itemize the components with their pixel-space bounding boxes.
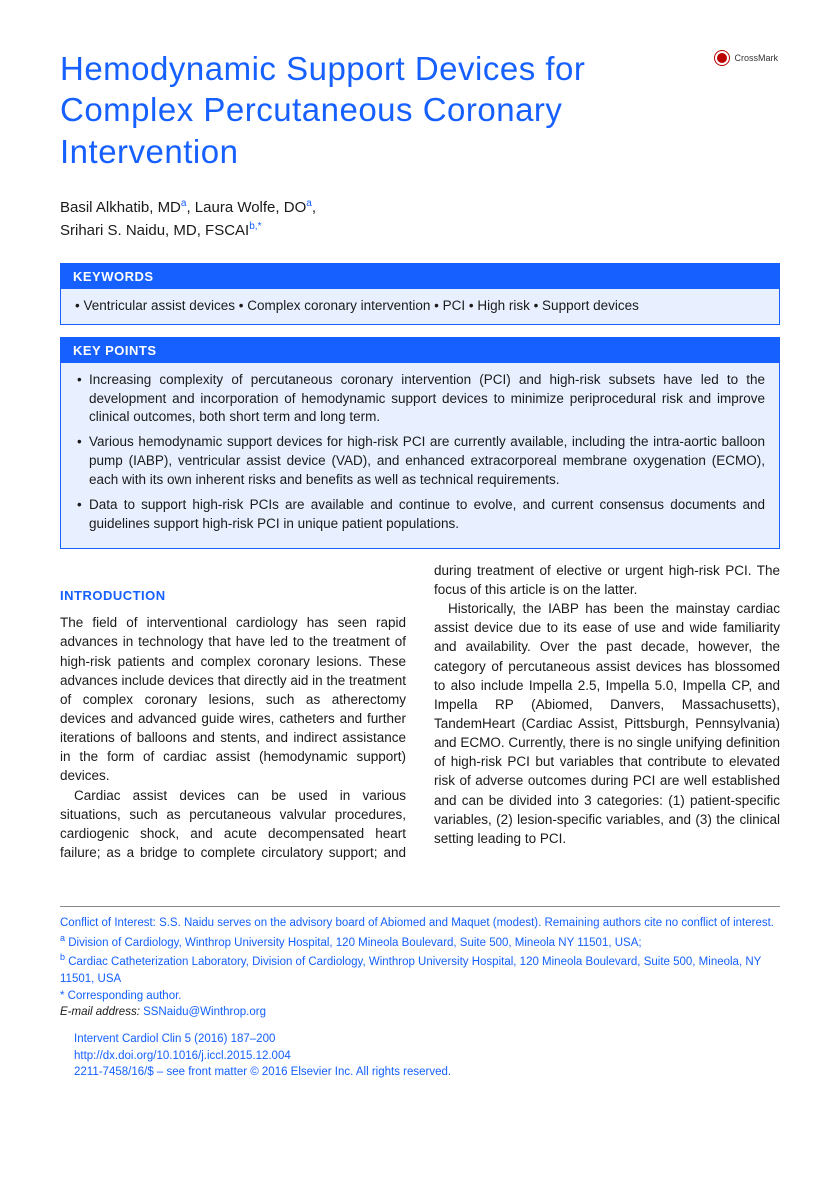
author-list: Basil Alkhatib, MDa, Laura Wolfe, DOa, S… bbox=[60, 196, 780, 243]
crossmark-icon bbox=[714, 50, 730, 66]
doi-link[interactable]: http://dx.doi.org/10.1016/j.iccl.2015.12… bbox=[74, 1048, 780, 1065]
affiliation-b: b Cardiac Catheterization Laboratory, Di… bbox=[60, 951, 780, 987]
conflict-statement: Conflict of Interest: S.S. Naidu serves … bbox=[60, 915, 780, 932]
body-paragraph: Historically, the IABP has been the main… bbox=[434, 599, 780, 848]
body-paragraph: The field of interventional cardiology h… bbox=[60, 613, 406, 785]
crossmark-badge[interactable]: CrossMark bbox=[714, 50, 778, 66]
author-3-affil-sup: b, bbox=[249, 221, 257, 232]
keywords-box: KEYWORDS • Ventricular assist devices • … bbox=[60, 263, 780, 325]
copyright-line: 2211-7458/16/$ – see front matter © 2016… bbox=[74, 1064, 780, 1081]
author-3-corr-star: * bbox=[258, 221, 262, 232]
keypoint-item: Increasing complexity of percutaneous co… bbox=[75, 371, 765, 428]
keywords-header: KEYWORDS bbox=[61, 264, 779, 289]
intro-heading: INTRODUCTION bbox=[60, 587, 406, 605]
corr-text: Corresponding author. bbox=[64, 990, 181, 1002]
footer-divider bbox=[60, 906, 780, 907]
author-2-degree: DO bbox=[284, 199, 307, 216]
footer-block: Conflict of Interest: S.S. Naidu serves … bbox=[60, 915, 780, 1021]
author-1-degree: MD bbox=[158, 199, 181, 216]
keypoints-header: KEY POINTS bbox=[61, 338, 779, 363]
keywords-content: • Ventricular assist devices • Complex c… bbox=[61, 289, 779, 324]
email-line: E-mail address: SSNaidu@Winthrop.org bbox=[60, 1004, 780, 1021]
keypoints-box: KEY POINTS Increasing complexity of perc… bbox=[60, 337, 780, 549]
article-title: Hemodynamic Support Devices for Complex … bbox=[60, 48, 640, 172]
email-label: E-mail address: bbox=[60, 1006, 143, 1018]
email-address[interactable]: SSNaidu@Winthrop.org bbox=[143, 1006, 266, 1018]
separator: , bbox=[312, 199, 316, 216]
affil-a-text: Division of Cardiology, Winthrop Univers… bbox=[65, 937, 642, 949]
journal-info: Intervent Cardiol Clin 5 (2016) 187–200 … bbox=[60, 1031, 780, 1081]
corresponding-author: * Corresponding author. bbox=[60, 988, 780, 1005]
crossmark-label: CrossMark bbox=[734, 53, 778, 63]
affil-b-text: Cardiac Catheterization Laboratory, Divi… bbox=[60, 956, 761, 985]
author-3-degree: MD, FSCAI bbox=[173, 222, 249, 239]
author-2-name: Laura Wolfe, bbox=[195, 199, 284, 216]
keypoint-item: Data to support high-risk PCIs are avail… bbox=[75, 496, 765, 534]
keypoints-list: Increasing complexity of percutaneous co… bbox=[75, 371, 765, 534]
separator: , bbox=[186, 199, 194, 216]
article-body: INTRODUCTION The field of interventional… bbox=[60, 561, 780, 862]
journal-citation: Intervent Cardiol Clin 5 (2016) 187–200 bbox=[74, 1031, 780, 1048]
keypoint-item: Various hemodynamic support devices for … bbox=[75, 433, 765, 490]
author-1-name: Basil Alkhatib, bbox=[60, 199, 158, 216]
affiliation-a: a Division of Cardiology, Winthrop Unive… bbox=[60, 932, 780, 952]
author-3-name: Srihari S. Naidu, bbox=[60, 222, 173, 239]
